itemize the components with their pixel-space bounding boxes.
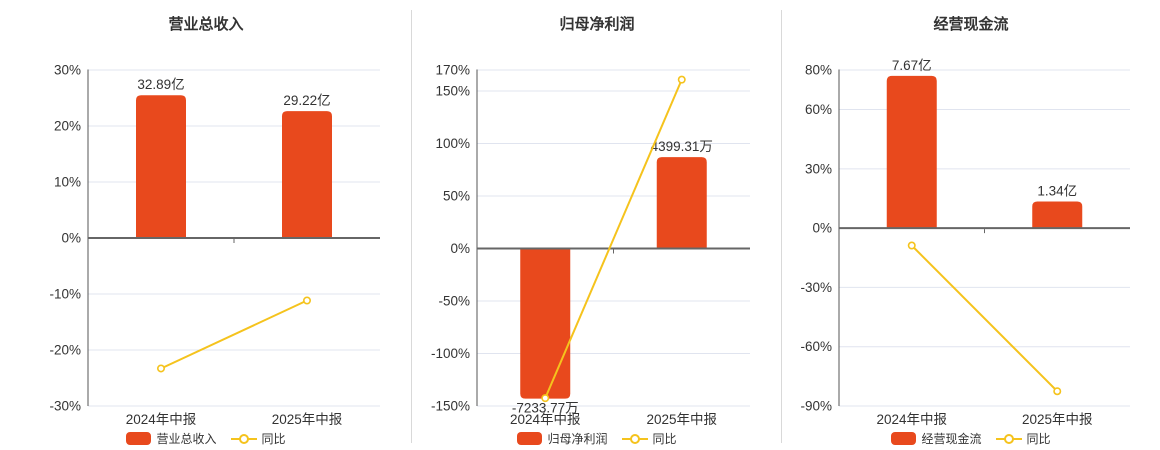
- y-axis-tick-label: 80%: [805, 63, 832, 78]
- y-axis-tick-label: -10%: [49, 287, 81, 302]
- yoy-line: [911, 244, 1058, 392]
- y-axis-tick-label: 30%: [54, 63, 81, 78]
- chart-panel-cash-flow: 80% 60% 30% 0% -30% -60% -90% 7.67亿 1.34亿 2024年中报…: [782, 0, 1160, 450]
- y-axis-tick-label: -100%: [431, 346, 470, 361]
- bar-2025年中报[interactable]: [1032, 201, 1083, 229]
- x-axis-label: 2024年中报: [510, 412, 581, 427]
- bar-value-label: 1.34亿: [1037, 184, 1077, 199]
- bar-value-label: 29.22亿: [283, 93, 330, 108]
- bar-2024年中报[interactable]: [136, 95, 186, 238]
- y-axis-tick-label: -30%: [49, 399, 81, 414]
- legend-label-bar-series: 归母净利润: [547, 432, 608, 446]
- y-axis-tick-label: 20%: [54, 119, 81, 134]
- yoy-marker-2025年中报[interactable]: [677, 75, 686, 84]
- legend-item-yoy-line[interactable]: 同比: [995, 430, 1051, 447]
- bar-2025年中报[interactable]: [656, 157, 707, 249]
- revenue-chart-plot: 30% 20% 10% 0% -10% -20% -30% 32.89亿 29.22亿 2024年…: [49, 63, 380, 427]
- x-axis-label: 2025年中报: [1022, 412, 1093, 427]
- chart-panel-revenue: 30% 20% 10% 0% -10% -20% -30% 32.89亿 29.22亿 2024年…: [0, 0, 412, 450]
- legend-label-bar-series: 营业总收入: [156, 432, 217, 446]
- bar-2024年中报[interactable]: [886, 75, 937, 229]
- bar-value-label: 32.89亿: [137, 77, 184, 92]
- yoy-marker-2024年中报[interactable]: [541, 394, 550, 403]
- line-swatch-icon: [995, 433, 1022, 444]
- y-axis-tick-label: 0%: [450, 241, 470, 256]
- line-marker-icon: [629, 433, 640, 444]
- bar-swatch-icon: [126, 432, 152, 445]
- y-axis-tick-label: -90%: [800, 399, 832, 414]
- legend-item-bar-series[interactable]: 经营现金流: [891, 430, 982, 447]
- y-axis-tick-label: 30%: [805, 161, 832, 176]
- y-axis-tick-label: -150%: [431, 399, 470, 414]
- panel-divider: [781, 10, 782, 443]
- x-axis-label: 2024年中报: [876, 412, 947, 427]
- yoy-line: [544, 79, 683, 399]
- panel-divider: [411, 10, 412, 443]
- y-axis-tick-label: 170%: [435, 63, 470, 78]
- y-axis-tick-label: 60%: [805, 102, 832, 117]
- legend-label-yoy: 同比: [652, 432, 677, 446]
- y-axis-tick-label: -20%: [49, 343, 81, 358]
- y-axis-tick-label: 50%: [443, 189, 470, 204]
- y-axis-tick-label: -30%: [800, 280, 832, 295]
- x-axis-label: 2025年中报: [272, 412, 343, 427]
- chart-legend-revenue: 营业总收入 同比: [0, 430, 412, 447]
- chart-title-net-profit: 归母净利润: [559, 16, 635, 33]
- y-axis-tick-label: 150%: [435, 84, 470, 99]
- chart-legend-net-profit: 归母净利润 同比: [412, 430, 782, 447]
- bar-value-label: -7233.77万: [512, 401, 579, 416]
- y-axis-tick-label: 0%: [61, 231, 81, 246]
- legend-item-bar-series[interactable]: 归母净利润: [517, 430, 608, 447]
- x-axis-label: 2024年中报: [126, 412, 197, 427]
- chart-panel-net-profit: 170% 150% 100% 50% 0% -50% -100% -150% -7233.77万…: [412, 0, 782, 450]
- chart-legend-cash-flow: 经营现金流 同比: [782, 430, 1160, 447]
- cash-flow-chart-plot: 80% 60% 30% 0% -30% -60% -90% 7.67亿 1.34亿 2024年中报…: [800, 58, 1130, 427]
- yoy-marker-2024年中报[interactable]: [157, 364, 166, 373]
- yoy-line: [160, 299, 308, 370]
- bar-2025年中报[interactable]: [282, 111, 332, 238]
- legend-label-yoy: 同比: [261, 432, 286, 446]
- legend-item-bar-series[interactable]: 营业总收入: [126, 430, 217, 447]
- y-axis-tick-label: 10%: [54, 175, 81, 190]
- y-axis-tick-label: -60%: [800, 339, 832, 354]
- legend-label-bar-series: 经营现金流: [921, 432, 982, 446]
- y-axis-tick-label: 100%: [435, 136, 470, 151]
- x-axis-label: 2025年中报: [646, 412, 717, 427]
- net-profit-chart-plot: 170% 150% 100% 50% 0% -50% -100% -150% -7233.77万…: [431, 63, 750, 427]
- yoy-marker-2025年中报[interactable]: [302, 296, 311, 305]
- y-axis-tick-label: 0%: [812, 221, 832, 236]
- bar-swatch-icon: [891, 432, 917, 445]
- y-axis-tick-label: -50%: [438, 294, 470, 309]
- bar-value-label: 4399.31万: [651, 139, 713, 154]
- line-swatch-icon: [621, 433, 648, 444]
- line-swatch-icon: [230, 433, 257, 444]
- bar-2024年中报[interactable]: [520, 248, 571, 399]
- bar-swatch-icon: [517, 432, 543, 445]
- line-marker-icon: [238, 433, 249, 444]
- yoy-marker-2025年中报[interactable]: [1053, 387, 1062, 396]
- legend-label-yoy: 同比: [1026, 432, 1051, 446]
- legend-item-yoy-line[interactable]: 同比: [621, 430, 677, 447]
- bar-value-label: 7.67亿: [892, 58, 932, 73]
- legend-item-yoy-line[interactable]: 同比: [230, 430, 286, 447]
- line-marker-icon: [1003, 433, 1014, 444]
- yoy-marker-2024年中报[interactable]: [907, 241, 916, 250]
- chart-title-cash-flow: 经营现金流: [933, 16, 1009, 33]
- chart-title-revenue: 营业总收入: [168, 16, 244, 33]
